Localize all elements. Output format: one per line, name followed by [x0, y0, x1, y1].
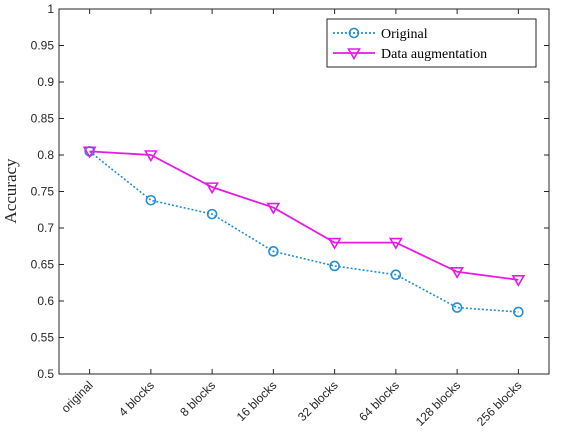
y-tick-label: 0.6 — [37, 294, 54, 308]
data-point — [451, 302, 463, 313]
y-tick-label: 0.7 — [37, 221, 54, 235]
legend-label: Original — [381, 27, 428, 42]
data-point — [206, 208, 218, 220]
data-point — [388, 237, 403, 250]
data-point — [329, 260, 340, 272]
legend-box — [326, 18, 537, 68]
legend: Original Data augmentation — [326, 18, 537, 68]
data-point — [143, 150, 158, 163]
x-tick-label: 128 blocks — [413, 378, 463, 428]
y-tick-label: 0.5 — [37, 367, 54, 381]
series-0 — [84, 146, 524, 318]
x-tick-label: 4 blocks — [116, 378, 157, 419]
data-point — [390, 269, 402, 281]
y-tick-label: 0.9 — [37, 75, 54, 89]
y-axis: 0.5 0.55 0.6 0.65 0.7 0.75 0.8 0.85 0.9 0.95 1 — [31, 2, 549, 381]
series-line — [89, 150, 519, 281]
legend-label: Data augmentation — [381, 47, 487, 62]
y-axis-title: Accuracy — [1, 158, 20, 224]
legend-items: Original Data augmentation — [333, 27, 487, 62]
data-point — [266, 202, 281, 215]
plot-frame — [58, 8, 550, 375]
x-tick-label: 16 blocks — [234, 378, 280, 424]
data-point — [511, 275, 526, 287]
x-tick-label: 256 blocks — [474, 378, 524, 428]
data-point — [145, 194, 157, 206]
x-tick-label: original — [58, 378, 95, 415]
legend-marker — [348, 27, 360, 39]
y-axis-title-group: Accuracy — [1, 158, 20, 224]
y-tick-label: 0.65 — [31, 258, 55, 272]
data-point — [82, 146, 97, 159]
x-tick-label: 32 blocks — [295, 378, 341, 424]
data-point — [450, 266, 465, 279]
data-point — [205, 182, 220, 195]
series-line — [89, 150, 519, 313]
legend-item: Original — [333, 27, 428, 42]
data-point — [513, 306, 524, 318]
y-tick-label: 0.85 — [31, 112, 55, 126]
legend-item: Data augmentation — [333, 47, 487, 62]
legend-marker — [347, 48, 361, 61]
series-1 — [82, 146, 526, 287]
series-layer — [82, 146, 526, 318]
y-tick-label: 0.55 — [31, 331, 55, 345]
y-tick-label: 1 — [47, 2, 54, 16]
data-point — [327, 237, 342, 250]
y-tick-label: 0.95 — [31, 39, 55, 53]
y-tick-label: 0.75 — [31, 185, 55, 199]
x-tick-label: 8 blocks — [177, 378, 218, 419]
data-point — [268, 246, 279, 257]
y-tick-label: 0.8 — [37, 148, 54, 162]
x-tick-label: 64 blocks — [356, 378, 402, 424]
